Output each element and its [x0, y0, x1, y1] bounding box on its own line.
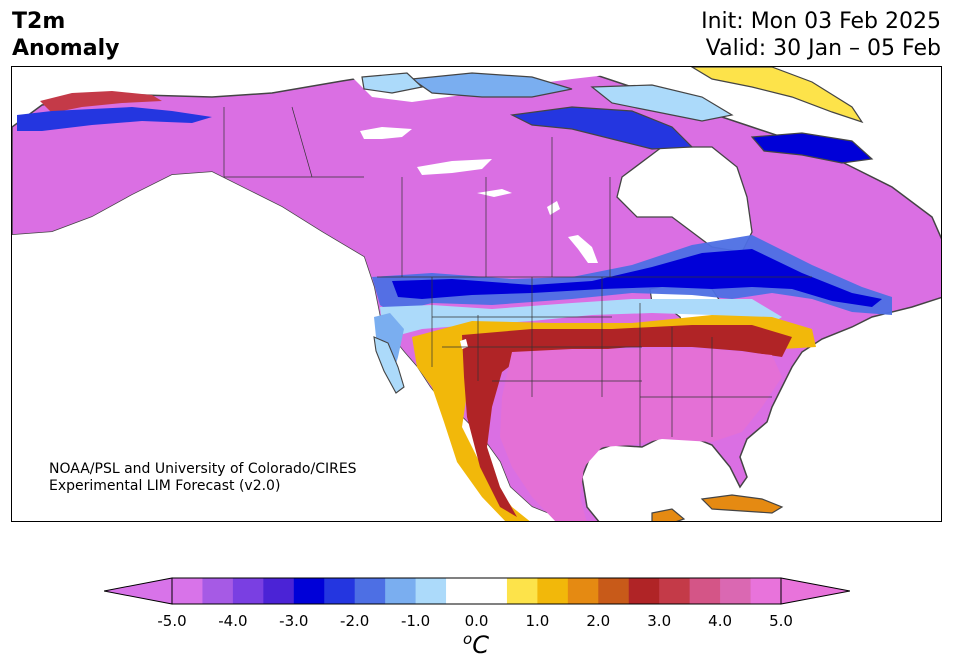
- colorbar-tick-label: -1.0: [400, 612, 431, 630]
- cool-band-light: [380, 299, 782, 337]
- warm-band-red: [462, 325, 792, 517]
- cuba-warm: [700, 494, 784, 514]
- lake-winnipeg: [568, 235, 598, 263]
- colorbar-cell: [720, 578, 752, 604]
- units-label: oC: [463, 630, 489, 659]
- colorbar-cells: [172, 578, 782, 604]
- colorbar-under-arrow: [104, 577, 173, 605]
- colorbar-cell: [750, 578, 782, 604]
- colorbar-cell: [598, 578, 630, 604]
- great-bear-lake: [360, 127, 412, 139]
- colorbar-tick-label: 2.0: [586, 612, 611, 630]
- greenland-warm: [690, 67, 864, 124]
- colorbar-cell: [324, 578, 356, 604]
- colorbar-tick-label: 5.0: [769, 612, 793, 630]
- colorbar: [104, 577, 850, 605]
- credit-text: NOAA/PSL and University of Colorado/CIRE…: [49, 461, 357, 495]
- init-date: Init: Mon 03 Feb 2025: [701, 9, 941, 34]
- colorbar-tick-label: -2.0: [340, 612, 370, 630]
- colorbar-over-arrow: [780, 577, 850, 605]
- alaska-cold-strip: [17, 107, 212, 131]
- colorbar-cell: [385, 578, 417, 604]
- colorbar-cell: [506, 578, 538, 604]
- colorbar-tick-label: 3.0: [647, 612, 672, 630]
- colorbar-tick-label: 4.0: [708, 612, 733, 630]
- political-borders: [223, 106, 812, 447]
- colorbar-cell: [476, 578, 508, 604]
- arctic-island-light-1: [410, 72, 573, 98]
- arctic-island-light-3: [361, 72, 424, 94]
- colorbar-tick-label: -3.0: [279, 612, 309, 630]
- credit-line-2: Experimental LIM Forecast (v2.0): [49, 478, 281, 494]
- reindeer-lake: [547, 201, 560, 215]
- great-slave-lake: [417, 159, 492, 175]
- colorbar-cell: [293, 578, 325, 604]
- colorbar-cell: [263, 578, 295, 604]
- colorbar-border: [171, 577, 782, 605]
- colorbar-cell: [202, 578, 234, 604]
- great-salt-lake: [460, 339, 468, 349]
- yucatan-warm: [651, 508, 686, 521]
- credit-line-1: NOAA/PSL and University of Colorado/CIRE…: [49, 461, 357, 477]
- colorbar-cell: [172, 578, 203, 604]
- map-title: T2m Anomaly: [12, 8, 119, 62]
- gulf-of-mexico: [587, 442, 722, 521]
- alaska-warm-strip: [40, 91, 162, 113]
- units-degree: o: [463, 630, 473, 648]
- colorbar-cell: [354, 578, 386, 604]
- colorbar-cell: [537, 578, 569, 604]
- colorbar-tick-label: 1.0: [525, 612, 550, 630]
- colorbar-cell: [446, 578, 477, 604]
- arctic-island-cold-1: [509, 106, 694, 150]
- map-canvas: [12, 67, 941, 521]
- colorbar-cell: [689, 578, 721, 604]
- warm-core-pink: [500, 349, 782, 521]
- forecast-dates: Init: Mon 03 Feb 2025 Valid: 30 Jan – 05…: [701, 8, 941, 62]
- baja-cool: [373, 336, 405, 394]
- colorbar-cell: [415, 578, 447, 604]
- arctic-island-light-2: [590, 84, 734, 122]
- valid-range: Valid: 30 Jan – 05 Feb: [705, 36, 941, 61]
- anomaly-map: [11, 66, 942, 522]
- colorbar-cell: [659, 578, 691, 604]
- colorbar-tick-label: -4.0: [218, 612, 248, 630]
- colorbar-cell: [567, 578, 599, 604]
- units-letter: C: [472, 631, 489, 659]
- title-line-2: Anomaly: [12, 36, 120, 61]
- colorbar-tick-label: -5.0: [157, 612, 187, 630]
- colorbar-cell: [232, 578, 264, 604]
- title-line-1: T2m: [12, 9, 66, 34]
- arctic-island-cold-2: [750, 132, 874, 164]
- colorbar-tick-label: 0.0: [464, 612, 489, 630]
- cold-band-core: [392, 249, 882, 307]
- colorbar-cell: [628, 578, 660, 604]
- pacific-coast-water: [12, 172, 567, 521]
